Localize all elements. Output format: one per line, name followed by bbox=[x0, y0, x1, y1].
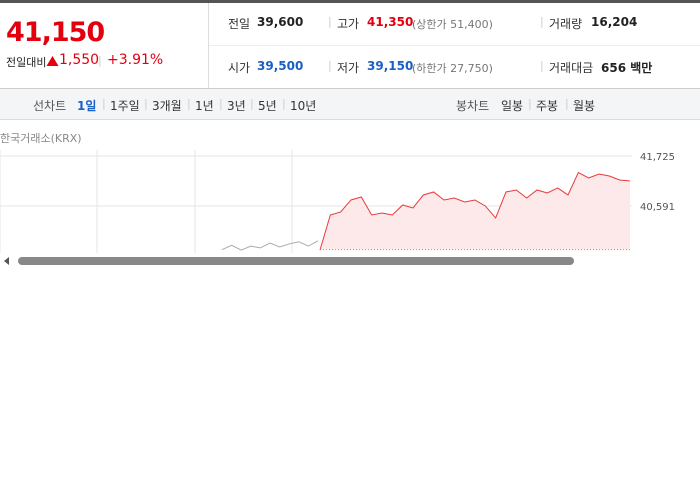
change: 1,550 bbox=[59, 52, 100, 68]
stat-label: 거래대금 bbox=[549, 61, 594, 75]
stat-value: 41,350 bbox=[367, 15, 414, 29]
tab[interactable]: 3년 bbox=[227, 99, 246, 113]
divider: | bbox=[282, 97, 286, 110]
tab-group-label: 선차트 bbox=[33, 99, 67, 113]
tab[interactable]: 주봉 bbox=[536, 99, 559, 113]
area bbox=[320, 172, 630, 250]
tab[interactable]: 3개월 bbox=[152, 99, 182, 113]
divider: | bbox=[328, 15, 332, 28]
stat-note: (하한가 27,750) bbox=[412, 62, 493, 75]
tab[interactable]: 1일 bbox=[77, 99, 97, 113]
change-label: 전일대비 bbox=[6, 56, 47, 69]
stat-note: (상한가 51,400) bbox=[412, 18, 493, 31]
divider: | bbox=[528, 97, 532, 110]
divider: | bbox=[565, 97, 569, 110]
tab[interactable]: 1주일 bbox=[110, 99, 140, 113]
price-line bbox=[221, 240, 319, 251]
tab[interactable]: 10년 bbox=[290, 99, 317, 113]
tab[interactable]: 월봉 bbox=[573, 99, 596, 113]
divider: | bbox=[540, 15, 544, 28]
price-line bbox=[319, 171, 631, 251]
tab-bar: 선차트 봉차트 1일 | 1주일 | 3개월 | 1년 | 3년 | 5년 | 10년 일봉 | 주봉 | 월봉 bbox=[0, 89, 700, 120]
divider: | bbox=[144, 97, 148, 110]
divider: | bbox=[187, 97, 191, 110]
y-tick-label: 39,456 bbox=[640, 252, 675, 253]
tab[interactable]: 1년 bbox=[195, 99, 214, 113]
divider: | bbox=[98, 54, 102, 67]
change-rate: +3.91% bbox=[107, 52, 164, 68]
tab[interactable]: 5년 bbox=[258, 99, 277, 113]
stat-label: 저가 bbox=[337, 61, 360, 75]
source: 한국거래소(KRX) bbox=[0, 132, 82, 145]
top-border bbox=[0, 0, 700, 3]
price-panel: 41,150 전일대비 1,550 | +3.91% bbox=[0, 3, 209, 89]
price: 41,150 bbox=[6, 17, 105, 48]
divider: | bbox=[250, 97, 254, 110]
tab[interactable]: 일봉 bbox=[501, 99, 524, 113]
y-tick-label: 41,725 bbox=[640, 152, 675, 163]
divider: | bbox=[328, 59, 332, 72]
stat-value: 656 백만 bbox=[601, 61, 653, 75]
row-divider bbox=[209, 45, 700, 46]
stat-label: 고가 bbox=[337, 17, 360, 31]
tab-group-label: 봉차트 bbox=[456, 99, 490, 113]
up-arrow bbox=[46, 56, 59, 66]
divider: | bbox=[540, 59, 544, 72]
stat-value: 39,150 bbox=[367, 59, 414, 73]
stat-value: 39,600 bbox=[257, 15, 304, 29]
stat-label: 거래량 bbox=[549, 17, 583, 31]
divider: | bbox=[102, 97, 106, 110]
stats-panel: 전일 39,600 | 고가 41,350 (상한가 51,400) | 거래량… bbox=[209, 3, 700, 89]
stat-value: 16,204 bbox=[591, 15, 638, 29]
stat-label: 시가 bbox=[228, 61, 251, 75]
scrollbar[interactable] bbox=[0, 253, 700, 269]
stat-value: 39,500 bbox=[257, 59, 304, 73]
divider: | bbox=[219, 97, 223, 110]
chart: 41,725 40,591 39,456 bbox=[0, 150, 675, 253]
y-tick-label: 40,591 bbox=[640, 202, 675, 213]
stat-label: 전일 bbox=[228, 17, 251, 31]
